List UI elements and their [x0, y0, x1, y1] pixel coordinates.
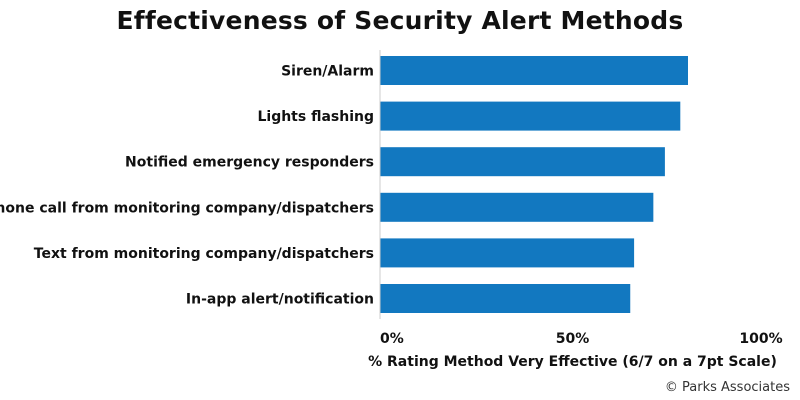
category-label: Notified emergency responders: [125, 155, 374, 171]
x-tick-label: 50%: [556, 331, 590, 347]
bar: [380, 147, 665, 177]
bar: [380, 238, 635, 268]
bar: [380, 56, 688, 85]
x-axis-ticks: 0% 50% 100%: [380, 331, 783, 347]
category-labels: Siren/Alarm Lights flashing Notified emerg…: [0, 64, 374, 308]
x-axis-label: % Rating Method Very Effective (6/7 on a…: [368, 354, 777, 370]
x-tick-label: 0%: [380, 331, 404, 347]
chart-title: Effectiveness of Security Alert Methods: [116, 6, 684, 35]
category-label: Text from monitoring company/dispatchers: [34, 246, 374, 262]
category-label: Lights flashing: [257, 109, 374, 125]
bar: [380, 101, 681, 131]
x-tick-label: 100%: [739, 331, 782, 347]
bar: [380, 192, 654, 222]
category-label: Siren/Alarm: [281, 64, 374, 80]
source-label: © Parks Associates: [665, 380, 790, 395]
category-label: Phone call from monitoring company/dispa…: [0, 200, 374, 216]
bar: [380, 284, 631, 313]
bars-layer: [380, 56, 688, 313]
category-label: In-app alert/notification: [186, 292, 374, 308]
